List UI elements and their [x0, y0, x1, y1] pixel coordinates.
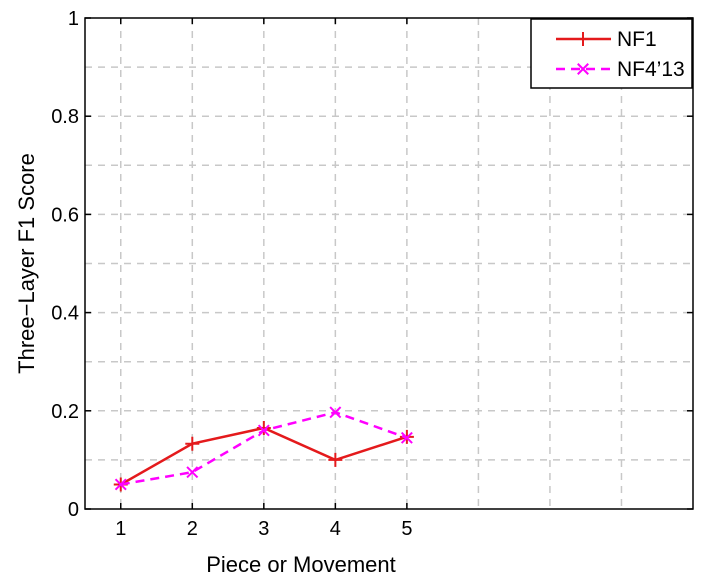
legend-marker	[577, 63, 589, 75]
data-point	[114, 478, 127, 491]
legend-box	[530, 18, 693, 89]
data-point	[257, 424, 270, 437]
data-point	[400, 431, 413, 444]
y-tick-label: 0	[68, 499, 79, 521]
legend-marker	[576, 32, 590, 46]
y-tick-label: 0.8	[51, 106, 79, 128]
data-point	[328, 452, 343, 467]
data-point	[329, 406, 342, 419]
x-axis-label: Piece or Movement	[206, 552, 396, 577]
series-1	[113, 420, 414, 492]
x-tick-label: 4	[330, 518, 341, 540]
y-tick-label: 0.6	[51, 204, 79, 226]
data-point	[186, 466, 199, 479]
data-point	[256, 420, 271, 435]
legend: NF1 NF4’13	[530, 18, 693, 89]
x-tick-label: 3	[258, 518, 269, 540]
data-point	[185, 436, 200, 451]
axis-ticks: 0 0.2 0.4 0.6 0.8 1 1 2 3 4 5	[51, 8, 693, 540]
legend-label: NF4’13	[617, 58, 685, 81]
legend-label: NF1	[617, 28, 657, 51]
y-tick-label: 1	[68, 8, 79, 30]
plot-frame	[84, 17, 694, 510]
x-tick-label: 1	[115, 518, 126, 540]
y-axis-label: Three−Layer F1 Score	[14, 153, 39, 374]
y-tick-label: 0.4	[51, 303, 79, 325]
y-tick-label: 0.2	[51, 401, 79, 423]
x-tick-label: 5	[401, 518, 412, 540]
x-tick-label: 2	[187, 518, 198, 540]
series-2	[114, 406, 413, 491]
grid	[85, 18, 693, 509]
series-lines	[113, 406, 414, 492]
